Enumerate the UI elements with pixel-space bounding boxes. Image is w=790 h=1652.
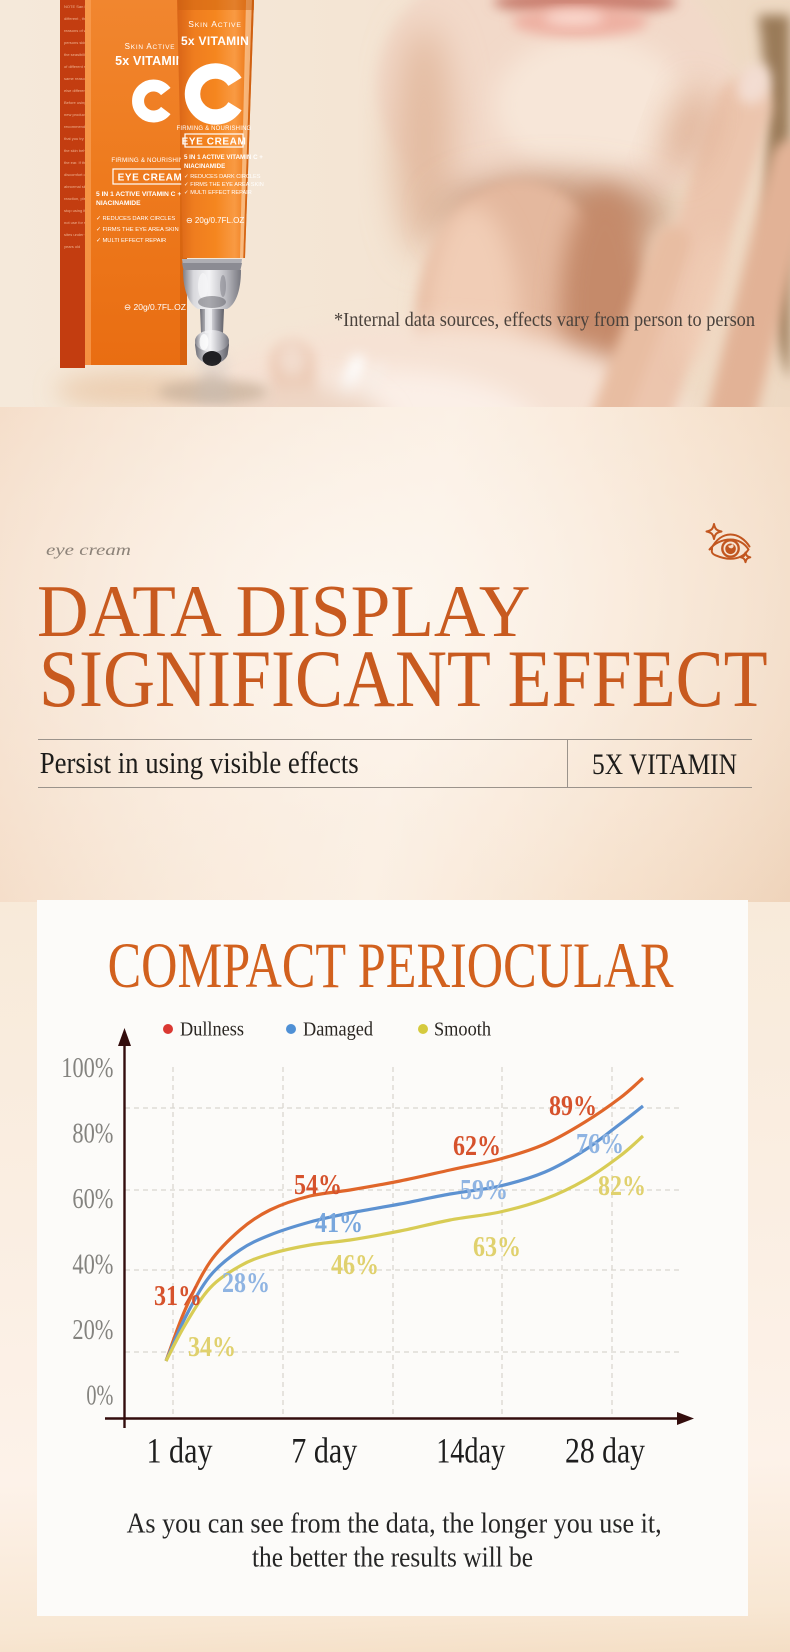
svg-text:34%: 34% xyxy=(188,1332,236,1363)
svg-text:28 day: 28 day xyxy=(565,1431,645,1471)
svg-text:EYE CREAM: EYE CREAM xyxy=(118,173,183,184)
svg-text:✓ FIRMS THE EYE AREA SKIN: ✓ FIRMS THE EYE AREA SKIN xyxy=(184,182,264,188)
svg-text:5x VITAMIN: 5x VITAMIN xyxy=(181,34,249,48)
svg-text:SIGNIFICANT EFFECT: SIGNIFICANT EFFECT xyxy=(39,633,768,724)
svg-text:SKIN ACTIVE: SKIN ACTIVE xyxy=(125,42,176,51)
svg-text:20%: 20% xyxy=(72,1315,113,1346)
svg-text:the better the results will be: the better the results will be xyxy=(252,1543,533,1574)
svg-text:SKIN ACTIVE: SKIN ACTIVE xyxy=(188,19,241,29)
svg-text:that you try it on: that you try it on xyxy=(64,136,92,141)
svg-text:different , there: different , there xyxy=(64,16,92,21)
svg-text:7 day: 7 day xyxy=(291,1431,357,1471)
svg-text:54%: 54% xyxy=(294,1170,342,1201)
svg-text:same reasons on: same reasons on xyxy=(64,76,95,81)
svg-text:DATA DISPLAY: DATA DISPLAY xyxy=(37,571,531,653)
svg-text:*Internal data sources, effect: *Internal data sources, effects vary fro… xyxy=(334,309,755,331)
svg-text:89%: 89% xyxy=(549,1091,597,1122)
svg-text:reaction, please: reaction, please xyxy=(64,196,93,201)
svg-text:NIACINAMIDE: NIACINAMIDE xyxy=(184,163,225,170)
svg-text:14day: 14day xyxy=(436,1431,505,1471)
svg-text:✓ MULTI EFFECT REPAIR: ✓ MULTI EFFECT REPAIR xyxy=(96,238,166,244)
svg-text:✓ MULTI EFFECT REPAIR: ✓ MULTI EFFECT REPAIR xyxy=(184,190,252,196)
svg-text:46%: 46% xyxy=(331,1250,379,1281)
svg-text:5X VITAMIN: 5X VITAMIN xyxy=(592,748,737,781)
svg-text:abnormal skin: abnormal skin xyxy=(64,184,89,189)
svg-text:5x VITAMIN: 5x VITAMIN xyxy=(115,54,185,68)
svg-text:Smooth: Smooth xyxy=(434,1019,491,1041)
svg-text:years old: years old xyxy=(64,244,80,249)
svg-text:the ear. If there is: the ear. If there is xyxy=(64,160,95,165)
svg-text:persons skin to: persons skin to xyxy=(64,40,92,45)
svg-text:recommended: recommended xyxy=(64,124,90,129)
svg-text:As you can see from the data,: As you can see from the data, the longer… xyxy=(127,1509,662,1540)
svg-text:1 day: 1 day xyxy=(147,1431,213,1471)
svg-text:41%: 41% xyxy=(315,1208,363,1239)
svg-text:else different.: else different. xyxy=(64,88,88,93)
svg-text:Before using any: Before using any xyxy=(64,100,94,105)
svg-text:⊖ 20g/0.7FL.OZ: ⊖ 20g/0.7FL.OZ xyxy=(186,216,244,225)
svg-text:NIACINAMIDE: NIACINAMIDE xyxy=(96,200,141,207)
svg-text:of different skin: of different skin xyxy=(64,64,91,69)
svg-text:NOTE San it's: NOTE San it's xyxy=(64,4,89,9)
svg-text:63%: 63% xyxy=(473,1232,521,1263)
svg-text:eye cream: eye cream xyxy=(46,542,131,559)
svg-text:Dullness: Dullness xyxy=(180,1019,244,1041)
svg-text:40%: 40% xyxy=(72,1250,113,1281)
svg-text:not use for skin: not use for skin xyxy=(64,220,91,225)
svg-text:0%: 0% xyxy=(86,1381,113,1412)
svg-text:59%: 59% xyxy=(460,1175,508,1206)
svg-text:EYE CREAM: EYE CREAM xyxy=(182,137,247,148)
svg-text:5 IN 1 ACTIVE VITAMIN C +: 5 IN 1 ACTIVE VITAMIN C + xyxy=(96,191,181,198)
svg-text:Damaged: Damaged xyxy=(303,1019,373,1041)
svg-text:FIRMING & NOURISHING: FIRMING & NOURISHING xyxy=(111,157,188,164)
svg-text:Persist in using visible effec: Persist in using visible effects xyxy=(40,746,359,780)
svg-text:100%: 100% xyxy=(61,1053,113,1084)
svg-text:the seasibility: the seasibility xyxy=(64,52,88,57)
svg-text:stop using it. We: stop using it. We xyxy=(64,208,94,213)
svg-text:80%: 80% xyxy=(72,1119,113,1150)
svg-text:new product, it is: new product, it is xyxy=(64,112,94,117)
svg-text:28%: 28% xyxy=(222,1268,270,1299)
svg-text:5 IN 1 ACTIVE VITAMIN C +: 5 IN 1 ACTIVE VITAMIN C + xyxy=(184,154,263,161)
svg-text:✓ REDUCES DARK CIRCLES: ✓ REDUCES DARK CIRCLES xyxy=(96,216,175,222)
svg-text:✓ FIRMS THE EYE AREA SKIN: ✓ FIRMS THE EYE AREA SKIN xyxy=(96,227,179,233)
svg-text:COMPACT PERIOCULAR: COMPACT PERIOCULAR xyxy=(108,930,674,1002)
svg-text:76%: 76% xyxy=(576,1129,624,1160)
svg-text:82%: 82% xyxy=(598,1171,646,1202)
svg-text:the skin behind: the skin behind xyxy=(64,148,91,153)
svg-text:31%: 31% xyxy=(154,1281,202,1312)
svg-text:62%: 62% xyxy=(453,1131,501,1162)
svg-text:FIRMING & NOURISHING: FIRMING & NOURISHING xyxy=(176,126,251,132)
svg-text:✓ REDUCES DARK CIRCLES: ✓ REDUCES DARK CIRCLES xyxy=(184,174,261,180)
svg-text:sites under those: sites under those xyxy=(64,232,95,237)
svg-text:⊖ 20g/0.7FL.OZ: ⊖ 20g/0.7FL.OZ xyxy=(124,302,186,312)
svg-text:60%: 60% xyxy=(72,1184,113,1215)
svg-text:discomfort or: discomfort or xyxy=(64,172,88,177)
svg-text:reasons of wait: reasons of wait xyxy=(64,28,92,33)
